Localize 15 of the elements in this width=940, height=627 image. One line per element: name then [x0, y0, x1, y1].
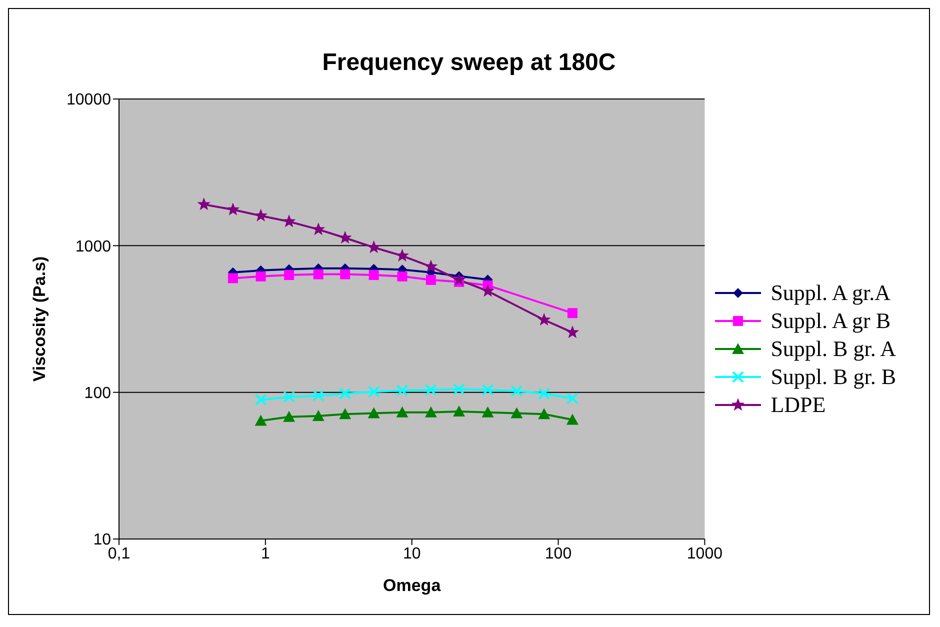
y-tick-label: 100 [84, 385, 112, 402]
x-tick-label: 10 [402, 545, 421, 562]
y-axis-title: Viscosity (Pa.s) [30, 256, 50, 382]
x-tick-label: 100 [544, 545, 572, 562]
y-tick-label: 1000 [75, 238, 112, 256]
legend-label: Suppl. A gr.A [770, 280, 890, 306]
legend-label: Suppl. B gr. B [770, 364, 896, 390]
y-tick-label: 10000 [66, 92, 112, 109]
x-tick-label: 1000 [686, 545, 723, 562]
legend-label: Suppl. B gr. A [770, 336, 896, 362]
x-tick-label: 1 [260, 545, 270, 562]
legend-label: Suppl. A gr B [770, 308, 890, 334]
chart-title: Frequency sweep at 180C [321, 48, 617, 78]
x-axis-title: Omega [383, 576, 442, 595]
legend-label: LDPE [770, 392, 826, 418]
